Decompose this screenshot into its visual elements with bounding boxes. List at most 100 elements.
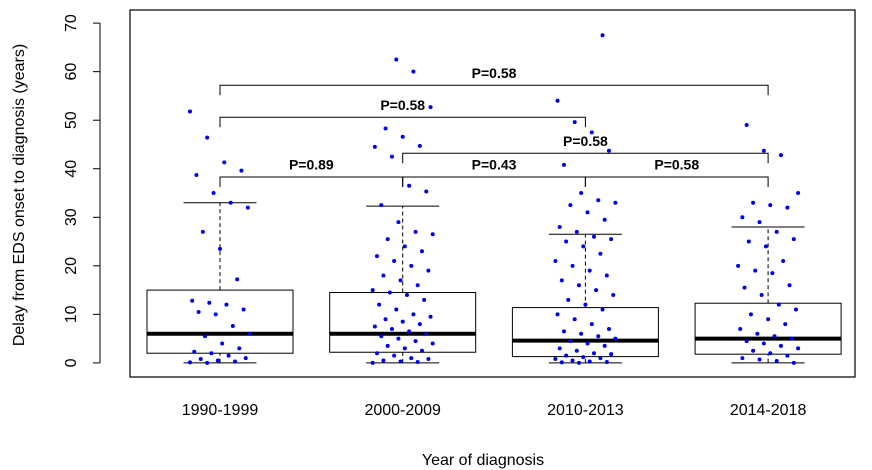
data-point	[215, 358, 220, 363]
box	[146, 289, 294, 354]
data-point	[738, 326, 743, 331]
data-point	[415, 359, 420, 364]
data-point	[561, 329, 566, 334]
data-point	[753, 268, 758, 273]
data-point	[557, 346, 562, 351]
data-point	[761, 148, 766, 153]
data-point	[419, 249, 424, 254]
data-point	[785, 353, 790, 358]
x-tick-label: 2010-2013	[547, 402, 624, 419]
data-point	[394, 307, 399, 312]
data-point	[428, 105, 433, 110]
data-point	[576, 360, 581, 365]
data-point	[606, 326, 611, 331]
data-point	[379, 203, 384, 208]
comparison-bracket	[219, 176, 404, 187]
data-point	[198, 357, 203, 362]
data-point	[241, 307, 246, 312]
data-point	[768, 203, 773, 208]
data-point	[611, 292, 616, 297]
data-point	[770, 271, 775, 276]
data-point	[381, 358, 386, 363]
data-point	[379, 334, 384, 339]
data-point	[568, 203, 573, 208]
comparison-bracket	[402, 176, 586, 187]
data-point	[574, 229, 579, 234]
data-point	[781, 258, 786, 263]
data-point	[226, 353, 231, 358]
data-point	[188, 109, 192, 114]
data-point	[411, 69, 416, 74]
data-point	[555, 98, 560, 103]
data-point	[392, 353, 397, 358]
data-point	[736, 263, 741, 268]
x-axis-title: Year of diagnosis	[422, 452, 544, 469]
data-point	[787, 283, 792, 288]
data-point	[574, 348, 579, 353]
y-tick-label: 0	[63, 358, 80, 367]
data-point	[211, 191, 216, 196]
data-point	[404, 292, 409, 297]
data-point	[751, 200, 756, 205]
box	[694, 302, 842, 355]
data-point	[370, 288, 375, 293]
data-point	[591, 234, 596, 239]
data-point	[740, 356, 745, 361]
data-point	[598, 356, 603, 361]
y-tick-label: 40	[63, 160, 80, 178]
data-point	[596, 198, 601, 203]
data-point	[203, 334, 207, 339]
data-point	[372, 144, 377, 149]
p-value-label: P=0.89	[289, 157, 334, 173]
p-value-label: P=0.58	[563, 133, 608, 149]
data-point	[570, 358, 575, 363]
data-point	[564, 239, 569, 244]
data-point	[419, 348, 424, 353]
data-point	[761, 341, 766, 346]
data-point	[609, 352, 614, 357]
box	[329, 292, 477, 353]
data-point	[557, 224, 562, 229]
box	[511, 307, 659, 358]
data-point	[587, 268, 592, 273]
data-point	[572, 120, 577, 125]
data-point	[598, 251, 603, 256]
comparison-bracket	[219, 116, 586, 128]
data-point	[424, 189, 429, 194]
data-point	[596, 334, 601, 339]
data-point	[222, 160, 227, 165]
data-point	[791, 237, 796, 242]
data-point	[591, 351, 596, 356]
data-point	[589, 322, 594, 327]
data-point	[200, 229, 205, 234]
data-point	[385, 343, 390, 348]
data-point	[374, 351, 379, 356]
data-point	[783, 322, 788, 327]
data-point	[374, 254, 379, 259]
data-point	[793, 307, 798, 312]
data-point	[428, 314, 433, 319]
y-tick-label: 20	[63, 257, 80, 275]
data-point	[763, 244, 768, 249]
data-point	[555, 312, 560, 317]
data-point	[196, 309, 201, 314]
data-point	[744, 123, 749, 128]
comparison-bracket	[402, 152, 769, 164]
data-point	[426, 268, 431, 273]
data-point	[243, 356, 248, 361]
data-point	[190, 298, 195, 303]
data-point	[585, 341, 590, 346]
data-point	[740, 215, 745, 220]
data-point	[757, 220, 762, 225]
data-point	[422, 297, 427, 302]
data-point	[751, 348, 756, 353]
data-point	[768, 351, 773, 356]
data-point	[194, 173, 199, 178]
data-point	[796, 346, 801, 351]
data-point	[239, 168, 244, 173]
data-point	[742, 285, 747, 290]
data-point	[755, 331, 760, 336]
data-point	[381, 273, 386, 278]
